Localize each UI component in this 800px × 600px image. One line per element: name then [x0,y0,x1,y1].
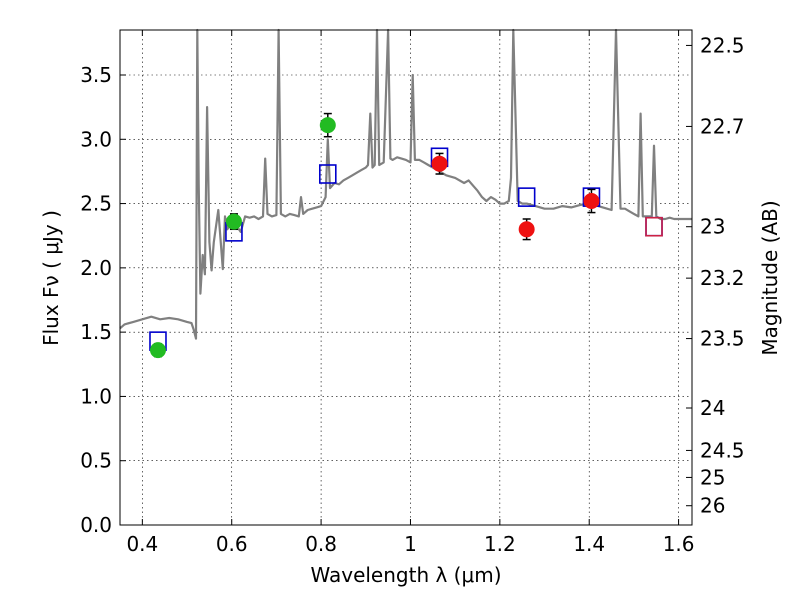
model-flux-square [517,187,536,207]
y-axis-left: 0.0 0.5 1.0 1.5 2.0 2.5 3.0 3.5 [80,63,126,537]
observed-flux-point [319,117,336,134]
observed-flux-point [583,193,600,209]
y2-tick-label: 22.5 [700,33,745,57]
y-tick-label: 2.5 [80,192,112,216]
y2-tick-label: 25 [700,465,725,489]
y2-tick-label: 23 [700,215,725,239]
x-axis: 0.4 0.6 0.8 1 1.2 1.4 1.6 [126,30,695,556]
y2-tick-label: 24 [700,396,725,420]
y-tick-label: 0.5 [80,449,112,473]
y-tick-label: 3.5 [80,63,112,87]
y2-tick-label: 23.2 [700,266,745,290]
y-tick-label: 0.0 [80,513,112,537]
y2-tick-label: 23.5 [700,327,745,351]
x-tick-label: 0.4 [126,532,158,556]
model-flux-markers [149,147,663,351]
x-tick-label: 0.6 [216,532,248,556]
x-tick-label: 1.6 [663,532,695,556]
x-tick-label: 1 [404,532,417,556]
y-tick-label: 2.0 [80,256,112,280]
observed-flux-point [149,342,166,359]
x-tick-label: 1.2 [484,532,516,556]
upper-limit-square [645,216,663,237]
y-axis-right: 22.5 22.7 23 23.2 23.5 24 24.5 25 26 [686,33,745,518]
y-axis-title: Flux Fν ( μJy ) [39,210,63,346]
observed-flux-point [431,155,448,172]
y2-tick-label: 22.7 [700,114,745,138]
y2-axis-title: Magnitude (AB) [758,200,782,355]
x-axis-title: Wavelength λ (μm) [310,563,501,587]
y2-tick-label: 26 [700,494,725,518]
sed-model-line [119,28,692,340]
grid [120,30,692,526]
observed-flux-point [518,221,535,238]
y2-tick-label: 24.5 [700,438,745,462]
observed-flux-markers [149,112,600,359]
model-flux-square [645,216,663,237]
model-spectrum [119,28,692,340]
y-tick-label: 1.0 [80,384,112,408]
model-flux-square [318,164,337,184]
y-tick-label: 1.5 [80,320,112,344]
x-tick-label: 1.4 [573,532,605,556]
observed-flux-point [225,213,242,230]
x-tick-label: 0.8 [305,532,337,556]
y-tick-label: 3.0 [80,127,112,151]
plot-frame [119,29,693,526]
